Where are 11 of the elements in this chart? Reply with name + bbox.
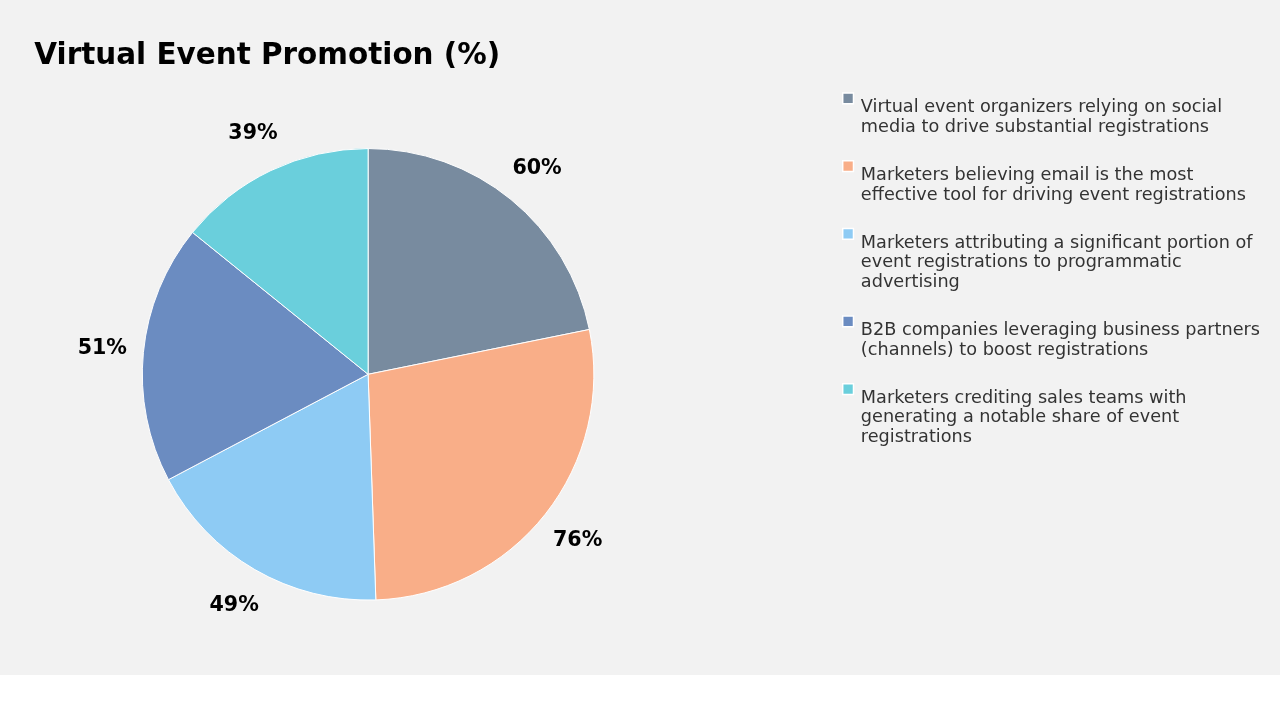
legend-label: Marketers believing email is the most effective tool for driving event registrations [860, 163, 1246, 204]
legend-label: B2B companies leveraging business partners (channels) to boost registrations [860, 319, 1261, 359]
legend-label: Virtual event organizers relying on social media to drive substantial registrations [860, 96, 1223, 136]
legend-label: Marketers attributing a significant portion of event registrations to programmatic advertising [860, 231, 1254, 291]
chart-title: Virtual Event Promotion (%) [34, 37, 501, 72]
data-label: 76% [552, 526, 603, 551]
data-label: 39% [228, 120, 278, 145]
data-label: 60% [512, 154, 562, 179]
legend-label: Marketers crediting sales teams with generating a notable share of event registrations [860, 386, 1187, 447]
data-label: 49% [209, 592, 259, 617]
data-label: 51% [77, 335, 128, 360]
